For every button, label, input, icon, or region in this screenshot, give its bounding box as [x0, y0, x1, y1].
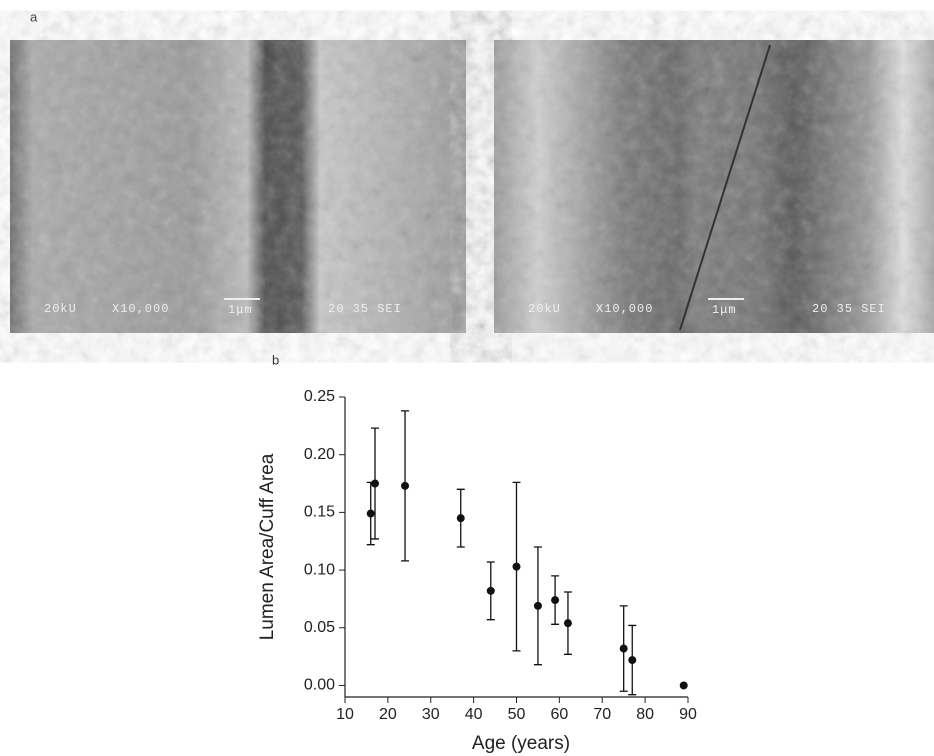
x-tick-label: 50 — [508, 706, 526, 723]
y-tick-label: 0.05 — [304, 619, 335, 636]
image-label: X10,000 — [112, 302, 169, 316]
image-texture — [10, 40, 466, 333]
data-point — [628, 656, 637, 665]
image-label: 1μm — [712, 303, 737, 317]
y-axis-label: Lumen Area/Cuff Area — [257, 453, 278, 640]
image-label: X10,000 — [596, 302, 653, 316]
data-point — [512, 562, 521, 571]
image-label: 20 35 SEI — [812, 302, 886, 316]
sem-image: 20kU X10,000 1μm 20 35 SEI — [494, 40, 934, 333]
x-tick-label: 20 — [379, 706, 397, 723]
x-tick-label: 70 — [593, 706, 611, 723]
data-point — [456, 514, 465, 523]
data-point — [533, 601, 542, 610]
panel-label: b — [272, 352, 279, 367]
x-axis-label: Age (years) — [472, 733, 570, 754]
y-tick-label: 0.15 — [304, 504, 335, 521]
panel-label: a — [30, 9, 38, 24]
sem-image: 20kU X10,000 1μm 20 35 SEI — [10, 40, 466, 333]
y-tick-label: 0.10 — [304, 561, 335, 578]
image-label: 1μm — [228, 303, 253, 317]
x-tick-label: 60 — [550, 706, 568, 723]
data-point — [563, 619, 572, 628]
plot: 0.00 0.05 0.10 0.15 0.20 0.25 10 20 30 40 50 60 70 80… — [304, 388, 697, 723]
y-tick-label: 0.00 — [304, 677, 335, 694]
image-texture — [494, 40, 934, 333]
data-point — [366, 509, 375, 518]
y-tick-label: 0.20 — [304, 446, 335, 463]
image-label: 20 35 SEI — [328, 302, 402, 316]
image-label: 20kU — [44, 302, 77, 316]
data-point — [401, 481, 410, 490]
x-tick-label: 80 — [636, 706, 654, 723]
data-point — [679, 681, 688, 690]
data-point — [371, 479, 380, 488]
image-label: 20kU — [528, 302, 561, 316]
x-tick-label: 90 — [679, 706, 697, 723]
data-point — [486, 586, 495, 595]
x-tick-label: 10 — [336, 706, 354, 723]
y-tick-label: 0.25 — [304, 388, 335, 405]
image-detail — [679, 44, 771, 331]
data-point — [619, 644, 628, 653]
x-tick-label: 30 — [422, 706, 440, 723]
data-point — [551, 596, 560, 605]
x-tick-label: 40 — [465, 706, 483, 723]
